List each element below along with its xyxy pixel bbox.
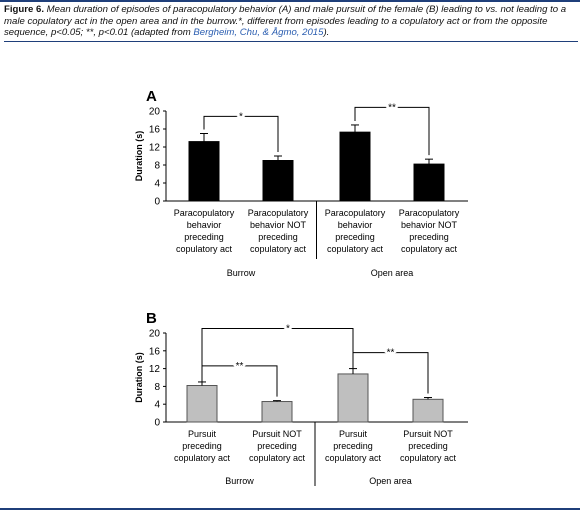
y-axis-label: Duration (s) [134,131,144,182]
group-label: Burrow [225,476,254,486]
x-category-label: preceding [257,441,297,451]
x-category-label: copulatory act [174,453,231,463]
x-category-label: copulatory act [327,244,384,254]
caption-label: Figure 6. [4,4,44,15]
significance-marker: ** [387,348,395,359]
significance-bracket [201,328,354,382]
x-category-label: behavior NOT [250,220,307,230]
bar [337,373,369,423]
x-category-label: copulatory act [250,244,307,254]
top-rule [0,0,580,2]
x-category-label: preceding [333,441,373,451]
bar [412,398,444,423]
y-tick-label: 12 [149,143,161,154]
caption-end: ). [323,27,330,38]
x-category-label: copulatory act [401,244,458,254]
significance-bracket [203,115,279,152]
y-tick-label: 8 [154,161,160,172]
x-category-label: Pursuit [339,429,368,439]
figure-caption: Figure 6. Mean duration of episodes of p… [4,4,578,42]
x-category-label: behavior NOT [401,220,458,230]
group-label: Open area [369,476,412,486]
y-tick-label: 16 [149,346,161,357]
x-category-label: copulatory act [400,453,457,463]
panel-label: B [146,310,157,327]
chart-panel-a: A Duration (s) 0 4 8 12 16 20 Paracopulatory beha… [134,88,468,278]
y-tick-label: 16 [149,125,161,136]
significance-marker: ** [236,361,244,372]
x-category-label: copulatory act [325,453,382,463]
y-axis-label: Duration (s) [134,352,144,403]
caption-reference: Bergheim, Chu, & Ågmo, 2015 [193,27,324,38]
bar [186,385,218,423]
group-label: Open area [371,268,414,278]
bottom-rule [0,508,580,510]
x-category-label: Paracopulatory [399,208,460,218]
y-tick-label: 0 [154,418,160,429]
significance-marker: * [286,324,290,335]
panel-label: A [146,88,157,105]
bar [261,401,293,423]
x-category-label: behavior [338,220,373,230]
x-category-label: Pursuit NOT [403,429,453,439]
y-tick-label: 20 [149,329,161,340]
x-category-label: behavior [187,220,222,230]
y-tick-label: 12 [149,364,161,375]
bar [188,141,220,202]
significance-bracket [354,106,430,156]
y-tick-label: 0 [154,197,160,208]
x-category-label: Paracopulatory [248,208,309,218]
significance-marker: ** [388,102,396,113]
x-category-label: preceding [258,232,298,242]
x-category-label: preceding [409,232,449,242]
significance-marker: * [239,111,243,122]
bar [262,160,294,202]
x-category-label: Pursuit [188,429,217,439]
y-tick-label: 4 [154,400,160,411]
x-category-label: copulatory act [249,453,306,463]
x-category-label: preceding [182,441,222,451]
chart-panel-b: B Duration (s) 0 4 8 12 16 20 Pursuit preceding co… [134,310,468,486]
x-category-label: Paracopulatory [174,208,235,218]
x-category-label: copulatory act [176,244,233,254]
x-category-label: preceding [335,232,375,242]
bar [339,131,371,202]
group-label: Burrow [227,268,256,278]
x-category-label: preceding [184,232,224,242]
y-tick-label: 8 [154,382,160,393]
x-category-label: preceding [408,441,448,451]
y-tick-label: 4 [154,179,160,190]
x-category-label: Pursuit NOT [252,429,302,439]
x-category-label: Paracopulatory [325,208,386,218]
bar [413,163,445,202]
caption-text: Mean duration of episodes of paracopulat… [4,4,567,38]
y-tick-label: 20 [149,107,161,118]
